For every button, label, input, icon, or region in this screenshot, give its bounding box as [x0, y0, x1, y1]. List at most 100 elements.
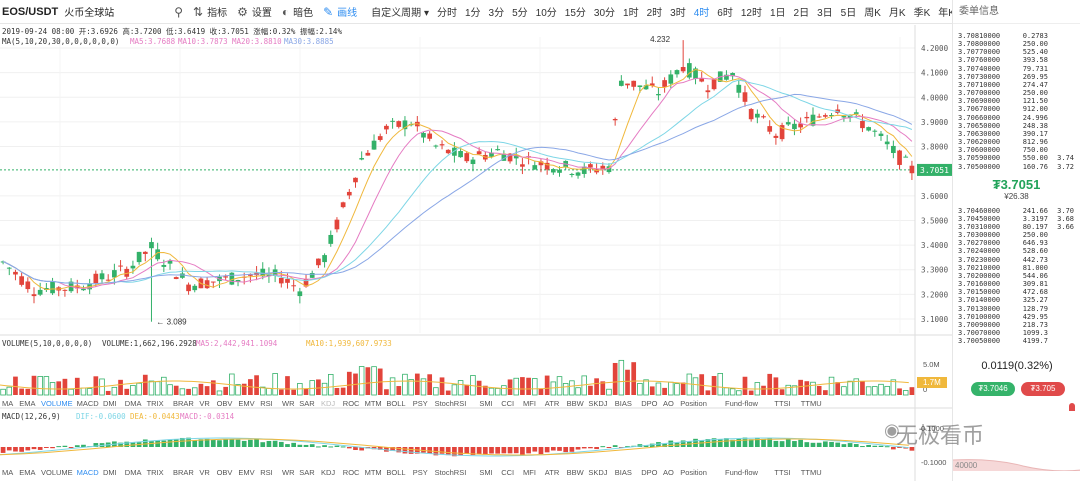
- chart-toolbar: EOS/USDT 火币全球站 ⚲ ⇅ 指标 ⚙ 设置 ◐ 暗色 ✎ 画线 自定义…: [0, 0, 952, 24]
- period-tab[interactable]: 12时: [740, 8, 762, 19]
- volume-bar: [816, 385, 822, 395]
- period-tab[interactable]: 10分: [535, 8, 557, 19]
- period-tab[interactable]: 2时: [646, 8, 663, 19]
- period-tab[interactable]: 分时: [436, 8, 457, 19]
- exchange-name[interactable]: 火币全球站: [64, 8, 115, 19]
- ask-row[interactable]: 3.70700000 250.00: [958, 89, 1048, 98]
- candle-body: [0, 261, 6, 263]
- bid-row[interactable]: 3.70070000 1099.3: [958, 329, 1048, 337]
- volume-bar: [692, 377, 699, 396]
- ask-row[interactable]: 3.70620000 812.96: [958, 138, 1048, 147]
- period-tab[interactable]: 30分: [593, 8, 616, 19]
- draw-button[interactable]: 画线: [337, 8, 358, 19]
- bid-row[interactable]: 3.70100000 429.95: [958, 312, 1048, 321]
- period-tab[interactable]: 周K: [864, 8, 881, 19]
- period-tab[interactable]: 3分: [488, 8, 505, 19]
- macd-bar: [439, 447, 445, 454]
- period-tab[interactable]: 1日: [769, 8, 786, 19]
- bid-row[interactable]: 3.70310000 80.197 3.66: [958, 222, 1074, 231]
- volume-bar: [606, 388, 612, 396]
- period-tab[interactable]: 5分: [512, 8, 528, 19]
- indicator-tab: DMA: [125, 399, 142, 408]
- custom-period-dropdown[interactable]: 自定义周期 ▾: [371, 4, 429, 19]
- ask-row[interactable]: 3.70740000 79.731: [958, 64, 1048, 73]
- indicator-tab: VOLUME: [41, 468, 73, 477]
- period-tab[interactable]: 5日: [840, 8, 857, 19]
- candle-body: [44, 287, 49, 290]
- gear-icon[interactable]: ⚙: [237, 4, 248, 19]
- bid-row[interactable]: 3.70450000 3.3197 3.68: [958, 214, 1074, 223]
- volume-bar: [526, 377, 531, 395]
- macd-bar: [649, 443, 655, 447]
- macd-bar: [272, 440, 278, 447]
- indicator-tab: BIAS: [615, 468, 632, 477]
- sell-price-button[interactable]: ₮3.705: [1021, 382, 1065, 396]
- bid-row[interactable]: 3.70160000 309.81: [958, 280, 1048, 289]
- macd-bar: [19, 447, 24, 452]
- macd-bar: [897, 447, 902, 449]
- ask-row[interactable]: 3.70600000 750.00: [958, 146, 1048, 155]
- ask-row[interactable]: 3.70630000 390.17: [958, 129, 1048, 138]
- macd-bar: [779, 441, 785, 447]
- period-tab[interactable]: 4时: [693, 8, 710, 19]
- settings-button[interactable]: 设置: [251, 8, 272, 19]
- period-tab[interactable]: 2日: [793, 8, 810, 19]
- kline-chart[interactable]: 2019-09-24 08:00 开:3.6926 高:3.7200 低:3.6…: [0, 25, 952, 481]
- bid-row[interactable]: 3.70210000 81.000: [958, 263, 1048, 272]
- buy-price-button[interactable]: ₮3.7046: [971, 382, 1015, 396]
- indicator-icon[interactable]: ⇅: [193, 4, 204, 19]
- ask-row[interactable]: 3.70710000 274.47: [958, 80, 1048, 89]
- indicators-button[interactable]: 指标: [207, 8, 228, 19]
- ask-row[interactable]: 3.70670000 912.00: [958, 105, 1048, 114]
- candle-body: [674, 70, 680, 75]
- bid-row[interactable]: 3.70230000 442.73: [958, 255, 1048, 264]
- theme-icon[interactable]: ◐: [281, 4, 290, 19]
- macd-bar: [309, 444, 315, 447]
- period-tab[interactable]: 1分: [464, 8, 481, 19]
- bid-row[interactable]: 3.70050000 4199.7: [958, 337, 1048, 346]
- bid-row[interactable]: 3.70150000 472.68: [958, 288, 1048, 297]
- bid-row[interactable]: 3.70240000 528.60: [958, 247, 1048, 256]
- period-tab[interactable]: 季K: [913, 8, 931, 19]
- period-tab[interactable]: 3日: [817, 8, 833, 19]
- ask-row[interactable]: 3.70730000 269.95: [958, 72, 1048, 81]
- period-tab[interactable]: 15分: [564, 8, 586, 19]
- ask-row[interactable]: 3.70650000 248.38: [958, 121, 1048, 130]
- period-tab[interactable]: 1时: [623, 8, 639, 19]
- candle-body: [699, 78, 705, 82]
- volume-bar: [371, 366, 377, 396]
- bid-row[interactable]: 3.70270000 646.93: [958, 239, 1048, 248]
- bid-row[interactable]: 3.70130000 128.79: [958, 304, 1048, 313]
- period-tab[interactable]: 3时: [670, 8, 686, 19]
- price-tick: 4.0000: [921, 93, 949, 102]
- depth-chart: [953, 459, 1080, 471]
- ask-row[interactable]: 3.70590000 550.00 3.74: [958, 154, 1074, 163]
- period-tab[interactable]: 年K: [938, 8, 952, 19]
- draw-icon[interactable]: ✎: [323, 4, 334, 19]
- ask-row[interactable]: 3.70500000 160.76 3.72: [958, 162, 1074, 171]
- pair-name[interactable]: EOS/USDT: [2, 5, 59, 18]
- ask-row[interactable]: 3.70810000 0.2783: [958, 32, 1048, 40]
- ask-row[interactable]: 3.70690000 121.50: [958, 97, 1048, 106]
- bid-row[interactable]: 3.70300000 250.00: [958, 231, 1048, 240]
- ask-row[interactable]: 3.70770000 525.40: [958, 48, 1048, 57]
- ask-row[interactable]: 3.70760000 393.58: [958, 56, 1048, 65]
- theme-button[interactable]: 暗色: [293, 8, 314, 19]
- price-tick: 3.1000: [921, 315, 949, 324]
- volume-bar: [556, 376, 563, 396]
- ask-row[interactable]: 3.70800000 250.00: [958, 40, 1048, 49]
- indicator-tab: BIAS: [615, 399, 632, 408]
- indicator-tab: VOLUME: [41, 399, 73, 408]
- volume-bar: [191, 387, 198, 396]
- volume-bar: [111, 386, 118, 396]
- bid-row[interactable]: 3.70140000 325.27: [958, 296, 1048, 305]
- bid-row[interactable]: 3.70090000 218.73: [958, 320, 1048, 329]
- bid-row[interactable]: 3.70200000 544.06: [958, 271, 1048, 280]
- candle-body: [458, 151, 463, 158]
- search-icon[interactable]: ⚲: [174, 4, 184, 19]
- period-tab[interactable]: 月K: [888, 8, 906, 19]
- ask-row[interactable]: 3.70660000 24.996: [958, 113, 1048, 122]
- period-tab[interactable]: 6时: [717, 8, 733, 19]
- dea-line: [0, 438, 909, 456]
- bid-row[interactable]: 3.70460000 241.66 3.70: [958, 206, 1074, 215]
